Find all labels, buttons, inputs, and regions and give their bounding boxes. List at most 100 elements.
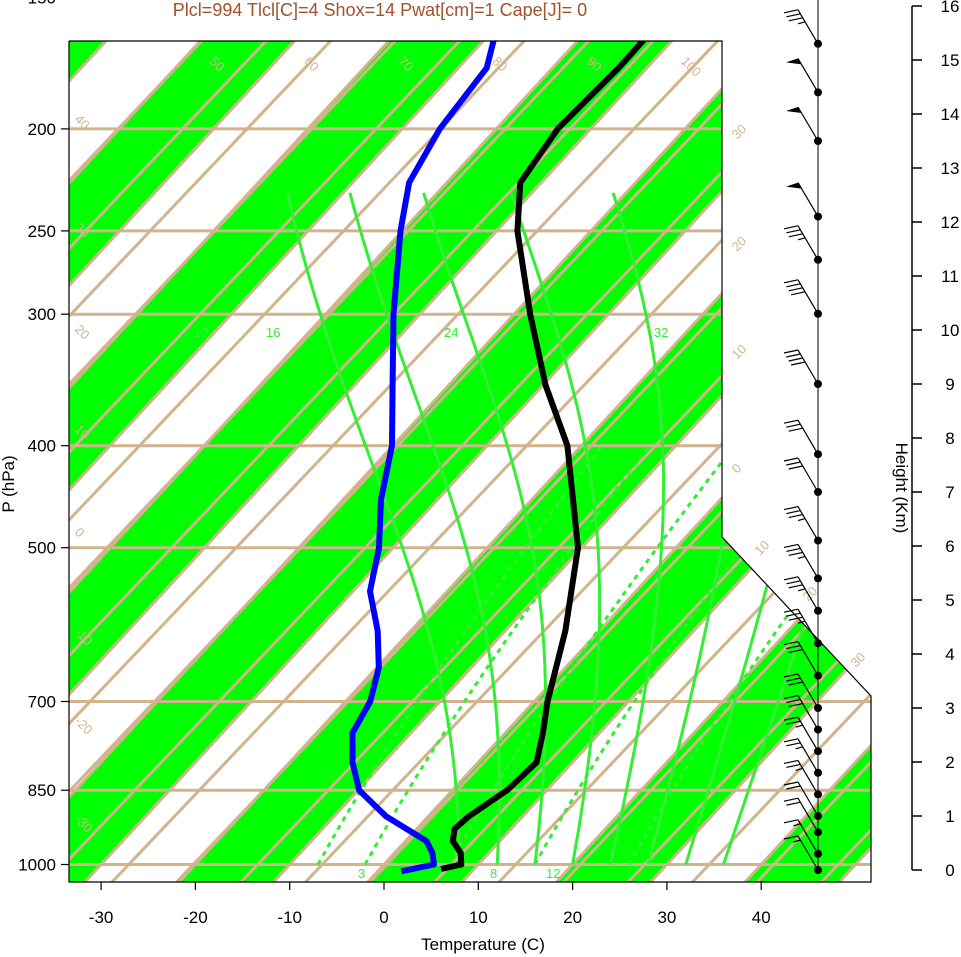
dry-adiabat-line [287, 41, 871, 882]
wind-barb-half-flag [797, 555, 806, 559]
wind-barb-flag [783, 506, 799, 511]
wind-barb-staff [797, 225, 819, 261]
wind-barb [783, 819, 822, 858]
wind-barb-staff [797, 835, 819, 871]
wind-barb-flag [788, 681, 803, 686]
dry-adiabat-line [69, 41, 739, 882]
wind-barb-staff [797, 544, 819, 579]
wind-barb-flag [786, 353, 801, 358]
height-tick-label: 4 [945, 645, 954, 664]
wind-barb [783, 506, 822, 545]
wind-barb-flag [783, 759, 799, 764]
mixing-ratio-label: 12 [546, 866, 560, 881]
temperature-tick-label: -30 [89, 908, 114, 927]
isotherm-label: 0 [729, 460, 745, 476]
wind-barbs [783, 0, 822, 874]
moist-adiabat-line [608, 192, 666, 865]
wind-barb-flag [788, 584, 803, 589]
isotherm-label: 0 [72, 525, 88, 541]
wind-barb-staff [797, 608, 819, 644]
wind-barb-half-flag [795, 746, 803, 750]
isotherm-line [69, 41, 768, 882]
wind-barb-flag [786, 763, 801, 768]
wind-barb-staff [797, 760, 819, 795]
wind-barb [783, 759, 822, 799]
wind-barb-flag [788, 616, 803, 621]
height-tick-label: 12 [941, 213, 960, 232]
height-tick-label: 0 [945, 861, 954, 880]
dry-adiabat-line [480, 41, 871, 882]
wind-barb-flag [788, 287, 803, 292]
dry-adiabat-line [69, 41, 546, 882]
pressure-tick-label: 250 [28, 222, 56, 241]
pressure-tick-label: 850 [28, 781, 56, 800]
wind-barb-staff [797, 797, 819, 833]
wind-barb-flag [783, 695, 799, 700]
mixing-ratio-line [363, 444, 651, 866]
wind-barb-flag [783, 608, 799, 613]
wind-barb [783, 457, 822, 496]
mixing-ratio-line [533, 444, 821, 866]
wind-barb-staff [797, 457, 819, 493]
wind-barb-staff [797, 819, 819, 855]
temperature-tick-label: 20 [563, 908, 582, 927]
dry-adiabat-line [69, 41, 804, 882]
height-tick-label: 16 [941, 0, 960, 16]
wind-barb-flag [783, 819, 799, 824]
dry-adiabat-line [69, 41, 288, 882]
wind-barb-staff [797, 419, 819, 455]
wind-barb [783, 9, 822, 48]
wind-barb-flag [786, 677, 801, 682]
wind-barb-flag [786, 283, 801, 288]
wind-barb-flag [783, 457, 799, 462]
isotherm-label: 10 [752, 537, 773, 558]
temperature-axis: -30 -20 -10 0 10 20 30 40 [89, 882, 771, 927]
isotherm-label: 20 [729, 233, 750, 254]
wind-barb-flag [783, 543, 799, 548]
isotherm-line [69, 41, 296, 882]
wind-barb-staff [797, 738, 819, 774]
isotherm-label: 60 [301, 54, 322, 75]
isotherm-label: 20 [800, 583, 821, 604]
wind-barb [783, 716, 822, 756]
green-band [556, 41, 871, 882]
wind-barb-flag [788, 17, 803, 22]
height-tick-label: 9 [945, 375, 954, 394]
wind-barb-flag [786, 547, 801, 552]
green-band [69, 41, 295, 882]
wind-barb-flag [783, 797, 799, 802]
chart-title: Plcl=994 Tlcl[C]=4 Shox=14 Pwat[cm]=1 Ca… [173, 0, 587, 20]
wind-barb [783, 673, 822, 712]
wind-barb [786, 182, 822, 221]
wind-barb-half-flag [797, 21, 806, 25]
mixing-ratio-line [627, 444, 871, 866]
height-tick-label: 3 [945, 699, 954, 718]
moist-adiabat-line [509, 192, 602, 865]
wind-barb-staff [797, 9, 819, 45]
wind-barb-flag [783, 716, 799, 721]
wind-barb-flag [788, 514, 803, 519]
dry-adiabat-line [69, 41, 417, 882]
wind-barb-flag [788, 465, 803, 470]
height-axis-title: Height (Km) [892, 443, 911, 534]
wind-barb [783, 349, 822, 388]
wind-barb-flag [783, 781, 799, 786]
isotherm-label: 20 [72, 322, 93, 343]
height-tick-label: 6 [945, 537, 954, 556]
temperature-tick-label: 0 [379, 908, 388, 927]
wind-barb-flag [786, 229, 801, 234]
wind-barb-half-flag [795, 767, 803, 771]
wind-barb [783, 576, 822, 615]
isotherm-line [69, 41, 673, 882]
wind-barb [783, 781, 822, 820]
temperature-tick-label: 30 [657, 908, 676, 927]
wind-barb [783, 225, 822, 264]
mixing-ratio-label: 8 [490, 866, 497, 881]
green-band [745, 41, 871, 882]
height-tick-label: 7 [945, 483, 954, 502]
wind-barb [783, 641, 822, 680]
temperature-tick-label: -20 [183, 908, 208, 927]
wind-barb-flag [786, 580, 801, 585]
pressure-tick-label: 700 [28, 692, 56, 711]
